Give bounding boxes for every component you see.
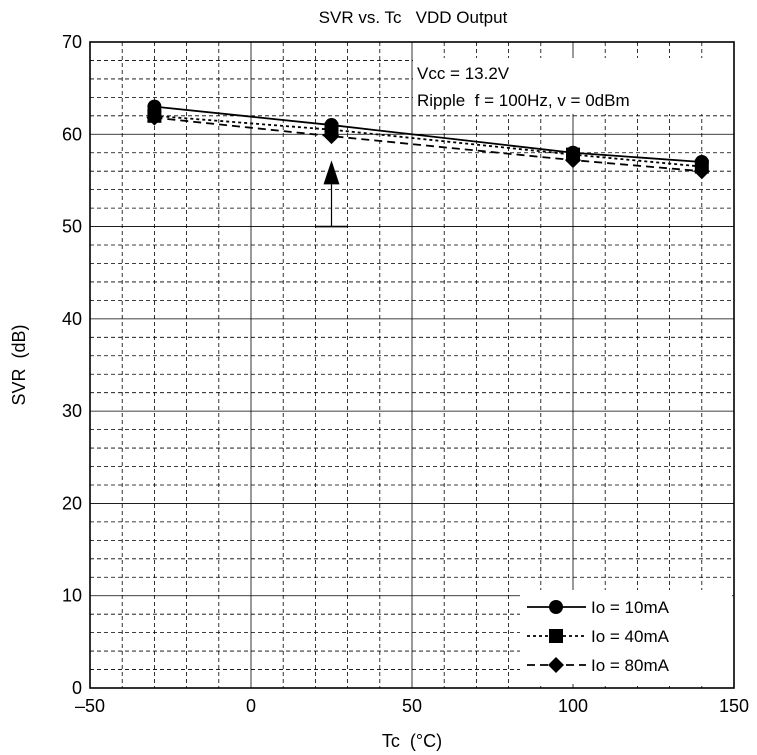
y-tick-label: 60 xyxy=(62,124,82,144)
chart-title: SVR vs. Tc VDD Output xyxy=(319,8,508,27)
x-tick-label: 0 xyxy=(246,696,256,716)
data-point xyxy=(323,128,340,145)
series-group xyxy=(146,99,710,180)
y-tick-label: 40 xyxy=(62,309,82,329)
legend-label-3: Io = 80mA xyxy=(591,656,670,675)
series-line-3 xyxy=(154,116,702,173)
x-tick-label: –50 xyxy=(75,696,105,716)
annotation-ripple: Ripple f = 100Hz, v = 0dBm xyxy=(417,91,630,110)
data-point xyxy=(565,152,581,169)
arrow-head xyxy=(323,160,340,185)
y-axis-label: SVR (dB) xyxy=(9,324,29,405)
x-tick-label: 50 xyxy=(402,696,422,716)
plot-frame xyxy=(89,41,735,689)
data-point xyxy=(693,163,710,180)
y-tick-label: 20 xyxy=(62,493,82,513)
legend-label-1: Io = 10mA xyxy=(591,598,670,617)
legend-marker-3 xyxy=(548,657,564,673)
x-tick-label: 150 xyxy=(719,696,749,716)
series-line-2 xyxy=(154,114,702,168)
legend-marker-2 xyxy=(549,629,563,643)
grid xyxy=(90,42,734,688)
legend-label-2: Io = 40mA xyxy=(591,627,670,646)
reference-arrow xyxy=(315,160,348,228)
y-tick-label: 30 xyxy=(62,401,82,421)
series-line-1 xyxy=(154,105,702,163)
annotation-box xyxy=(413,58,731,114)
x-axis-label: Tc (°C) xyxy=(382,731,442,751)
y-tick-label: 10 xyxy=(62,586,82,606)
data-point xyxy=(146,109,163,126)
y-tick-label: 70 xyxy=(62,32,82,52)
legend: Io = 10mA Io = 40mA Io = 80mA xyxy=(527,598,670,675)
y-tick-label: 50 xyxy=(62,217,82,237)
y-tick-label: 0 xyxy=(72,678,82,698)
x-tick-label: 100 xyxy=(558,696,588,716)
legend-marker-1 xyxy=(549,600,563,614)
annotation-vcc: Vcc = 13.2V xyxy=(417,64,510,83)
